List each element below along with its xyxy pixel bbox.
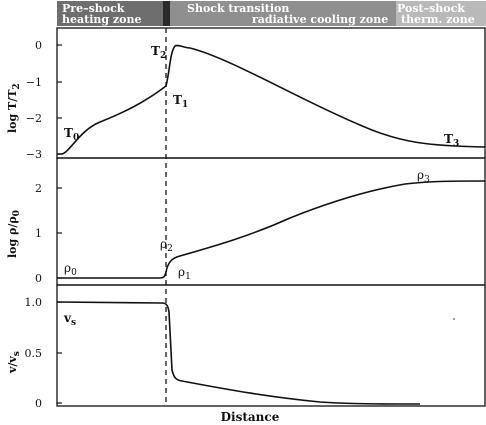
postshock-label-2: therm. zone <box>401 13 475 26</box>
stray-dot <box>453 318 455 320</box>
panel-frames <box>56 27 486 407</box>
density-curve <box>57 180 486 279</box>
x-axis-label: Distance <box>221 410 280 424</box>
velocity-tick-05: 0.5 <box>25 347 43 360</box>
density-tick-1: 1 <box>35 227 42 240</box>
preshock-zone-band <box>57 1 163 26</box>
temperature-panel: 0 −1 −2 −3 log T/T2 T0 T1 T2 T3 <box>6 39 486 161</box>
density-tick-2: 2 <box>35 182 42 195</box>
shock-front-band <box>163 1 170 26</box>
label-rho1: ρ1 <box>178 265 191 282</box>
velocity-panel-frame <box>56 284 486 407</box>
label-rho2: ρ2 <box>160 237 173 254</box>
label-T0: T0 <box>64 126 79 143</box>
label-rho3: ρ3 <box>417 168 430 185</box>
velocity-y-axis-label: v/vs <box>6 351 22 374</box>
label-T2: T2 <box>151 44 166 61</box>
velocity-tick-1: 1.0 <box>25 296 43 309</box>
zone-header: Pre–shock heating zone Shock transition … <box>57 1 486 26</box>
temp-tick-0: 0 <box>35 39 42 52</box>
density-panel: 2 1 0 log ρ/ρ0 ρ0 ρ1 ρ2 ρ3 <box>6 168 486 285</box>
velocity-curve <box>56 301 421 405</box>
preshock-label-2: heating zone <box>62 13 141 26</box>
velocity-panel: 1.0 0.5 0 v/vs vs <box>6 296 455 410</box>
postshock-zone-band <box>396 1 486 26</box>
label-vs: vs <box>63 311 76 328</box>
temperature-panel-frame <box>56 27 486 159</box>
label-T1: T1 <box>173 93 188 110</box>
density-tick-0: 0 <box>35 272 42 285</box>
density-y-axis-label: log ρ/ρ0 <box>6 210 22 258</box>
preshock-label-1: Pre–shock <box>62 2 125 15</box>
tick-marks <box>57 44 62 404</box>
temp-tick-3: −3 <box>26 148 42 161</box>
temperature-curve <box>57 44 486 155</box>
cooling-zone-band <box>170 1 396 26</box>
velocity-tick-0: 0 <box>35 397 42 410</box>
temp-tick-2: −2 <box>26 112 42 125</box>
label-T3: T3 <box>444 132 459 149</box>
radiative-cooling-label: radiative cooling zone <box>252 13 388 26</box>
shock-transition-label: Shock transition <box>187 2 289 15</box>
postshock-label-1: Post–shock <box>397 2 465 15</box>
temp-tick-1: −1 <box>26 76 42 89</box>
temp-y-axis-label: log T/T2 <box>6 83 22 133</box>
label-rho0: ρ0 <box>64 261 77 278</box>
